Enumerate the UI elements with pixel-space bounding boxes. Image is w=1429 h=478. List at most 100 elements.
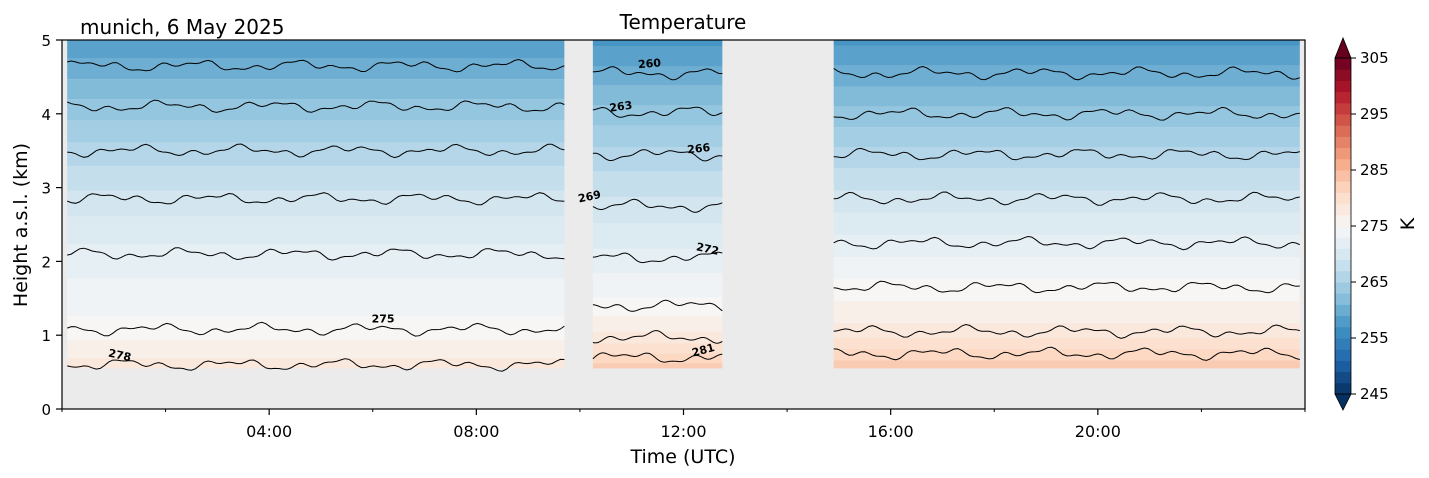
y-tick-label: 2 <box>41 253 51 271</box>
colorbar-extend-max <box>1334 36 1352 59</box>
temperature-band <box>67 340 565 359</box>
temperature-band <box>833 86 1300 107</box>
temperature-band <box>67 120 565 143</box>
contour-line-272 <box>67 247 565 261</box>
temperature-band <box>833 106 1300 128</box>
temperature-band <box>833 168 1300 191</box>
y-tick-label: 3 <box>41 180 51 198</box>
temperature-band <box>833 234 1300 257</box>
contour-label-260: 260 <box>638 56 662 71</box>
contour-line-281 <box>592 352 723 363</box>
temperature-band <box>592 40 723 47</box>
x-tick-label: 04:00 <box>246 422 292 441</box>
temperature-band <box>67 79 565 100</box>
colorbar-bin <box>1335 136 1351 149</box>
contour-line-269 <box>592 198 723 213</box>
temperature-band <box>592 273 723 298</box>
contour-line-272 <box>833 235 1300 251</box>
temperature-band <box>833 45 1300 66</box>
contour-line-275 <box>67 321 565 337</box>
temperature-band <box>592 353 723 364</box>
temperature-band <box>67 99 565 121</box>
contour-line-281 <box>833 346 1300 361</box>
contour-line-260 <box>592 66 723 81</box>
temperature-band <box>833 147 1300 169</box>
x-tick-label: 16:00 <box>868 422 914 441</box>
contour-line-266 <box>833 147 1300 161</box>
temperature-band <box>67 40 565 59</box>
x-tick-label: 20:00 <box>1075 422 1121 441</box>
temperature-band <box>67 244 565 279</box>
temperature-band <box>833 360 1300 369</box>
contour-line-269 <box>833 191 1300 206</box>
colorbar-bin <box>1335 382 1351 395</box>
contour-label-278: 278 <box>107 347 132 364</box>
contour-line-269 <box>67 192 565 206</box>
temperature-band <box>833 190 1300 213</box>
data-segment <box>67 40 565 369</box>
colorbar-label: K <box>1397 217 1419 230</box>
contour-line-278 <box>592 330 723 344</box>
contour-label-272: 272 <box>695 240 720 257</box>
colorbar-bin <box>1335 170 1351 182</box>
y-axis: 0 1 2 3 4 5 <box>41 32 62 419</box>
temperature-band <box>833 301 1300 324</box>
contour-line-260 <box>833 65 1300 81</box>
temperature-band <box>592 46 723 67</box>
contour-line-263 <box>592 106 723 118</box>
temperature-band <box>592 85 723 106</box>
temperature-band <box>592 125 723 148</box>
contour-label-269: 269 <box>577 188 602 205</box>
colorbar-bin <box>1335 282 1351 294</box>
colorbar-bin <box>1335 80 1351 93</box>
temperature-band <box>833 323 1300 339</box>
temperature-band <box>67 316 565 341</box>
contour-line-260 <box>67 58 565 73</box>
contour-line-263 <box>67 99 565 113</box>
y-tick-label: 0 <box>41 401 51 419</box>
temperature-band <box>833 127 1300 148</box>
temperature-band <box>592 197 723 224</box>
data-segment <box>833 40 1300 369</box>
chart-title: Temperature <box>619 10 747 34</box>
colorbar-tick-label: 295 <box>1360 105 1389 123</box>
colorbar-bin <box>1335 248 1351 261</box>
temperature-field <box>67 40 1300 369</box>
temperature-band <box>833 349 1300 361</box>
contour-line-275 <box>833 280 1300 294</box>
colorbar-bin <box>1335 371 1351 384</box>
x-axis-label: Time (UTC) <box>629 446 735 468</box>
colorbar-tick-label: 245 <box>1360 385 1389 403</box>
temperature-band <box>67 166 565 191</box>
temperature-band <box>833 279 1300 302</box>
x-axis: 04:00 08:00 12:00 16:00 20:00 <box>61 409 1306 441</box>
colorbar: 245 255 265 275 285 295 305 <box>1334 36 1389 411</box>
temperature-band <box>833 65 1300 87</box>
colorbar-bin <box>1335 125 1351 137</box>
contour-labels: 260 263 266 269 272 275 278 281 <box>107 56 720 364</box>
colorbar-bin <box>1335 203 1351 216</box>
colorbar-bin <box>1335 259 1351 272</box>
colorbar-bin <box>1335 304 1351 317</box>
colorbar-bin <box>1335 338 1351 350</box>
contour-line-266 <box>592 149 723 162</box>
colorbar-bin <box>1335 69 1351 81</box>
y-tick-label: 5 <box>41 32 51 50</box>
colorbar-bin <box>1335 102 1351 115</box>
temperature-band <box>833 338 1300 350</box>
y-axis-label: Height a.s.l. (km) <box>10 143 32 307</box>
colorbar-tick-label: 305 <box>1360 49 1389 67</box>
x-tick-label: 12:00 <box>660 422 706 441</box>
colorbar-bin <box>1335 293 1351 305</box>
temperature-band <box>592 297 723 317</box>
temperature-band <box>592 316 723 332</box>
contour-line-275 <box>592 299 723 312</box>
colorbar-bin <box>1335 58 1351 70</box>
colorbar-bin <box>1335 147 1351 160</box>
colorbar-bin <box>1335 270 1351 283</box>
temperature-band <box>67 358 565 369</box>
colorbar-bin <box>1335 226 1351 238</box>
colorbar-tick-label: 255 <box>1360 329 1389 347</box>
colorbar-bin <box>1335 360 1351 373</box>
